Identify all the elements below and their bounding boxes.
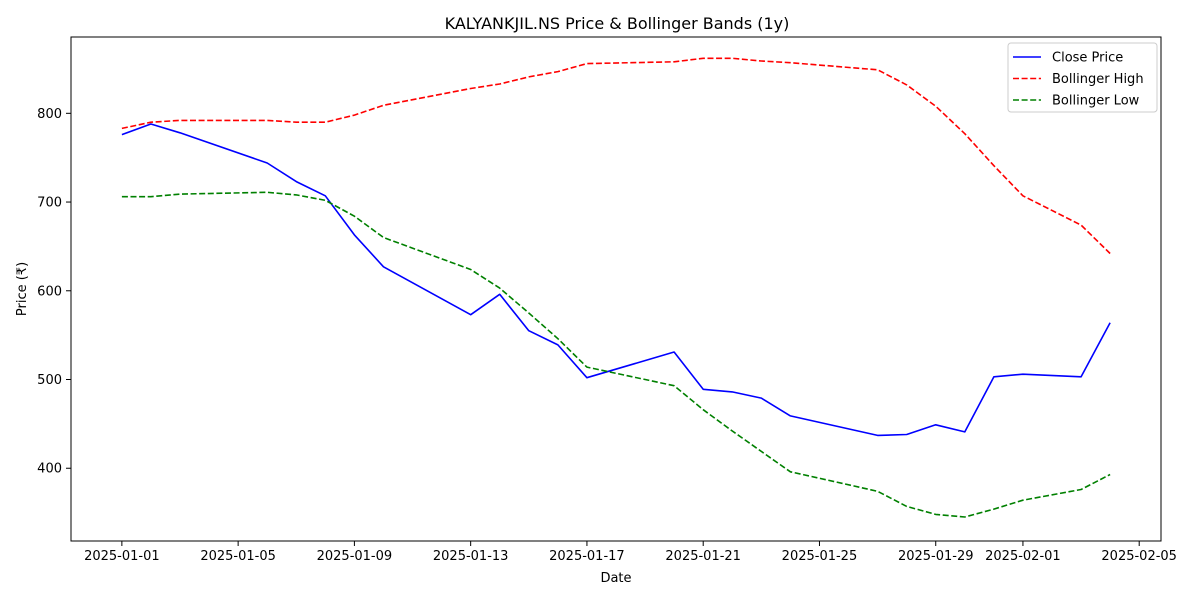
x-axis: 2025-01-01 2025-01-05 2025-01-09 2025-01-13… [84,541,1177,564]
x-tick-label: 2025-01-05 [200,549,276,564]
x-tick-label: 2025-01-09 [317,549,393,564]
x-tick-label: 2025-01-25 [782,549,858,564]
x-tick-label: 2025-01-21 [665,549,741,564]
y-tick-label: 700 [37,196,62,211]
legend-label-close-price: Close Price [1052,51,1123,66]
legend-label-bollinger-low: Bollinger Low [1052,94,1140,109]
legend-label-bollinger-high: Bollinger High [1052,72,1144,87]
x-tick-label: 2025-01-01 [84,549,160,564]
x-tick-label: 2025-01-17 [549,549,625,564]
y-axis: 400 500 600 700 800 [37,107,71,477]
x-tick-label: 2025-01-13 [433,549,509,564]
y-tick-label: 400 [37,462,62,477]
x-tick-label: 2025-01-29 [898,549,974,564]
y-tick-label: 800 [37,107,62,122]
y-axis-label: Price (₹) [15,262,30,316]
close-price-line [121,123,1111,437]
x-tick-label: 2025-02-01 [985,549,1061,564]
y-tick-label: 500 [37,373,62,388]
bollinger-low-line [121,191,1111,518]
legend-box [1007,42,1158,113]
plot-frame [70,36,1162,542]
bollinger-high-line [121,57,1111,255]
x-tick-label: 2025-02-05 [1101,549,1177,564]
plot-area [121,57,1111,518]
chart-title: KALYANKJIL.NS Price & Bollinger Bands (1… [445,14,790,33]
y-tick-label: 600 [37,284,62,299]
legend: Close Price Bollinger High Bollinger Low [1007,42,1158,113]
x-axis-label: Date [600,571,631,586]
